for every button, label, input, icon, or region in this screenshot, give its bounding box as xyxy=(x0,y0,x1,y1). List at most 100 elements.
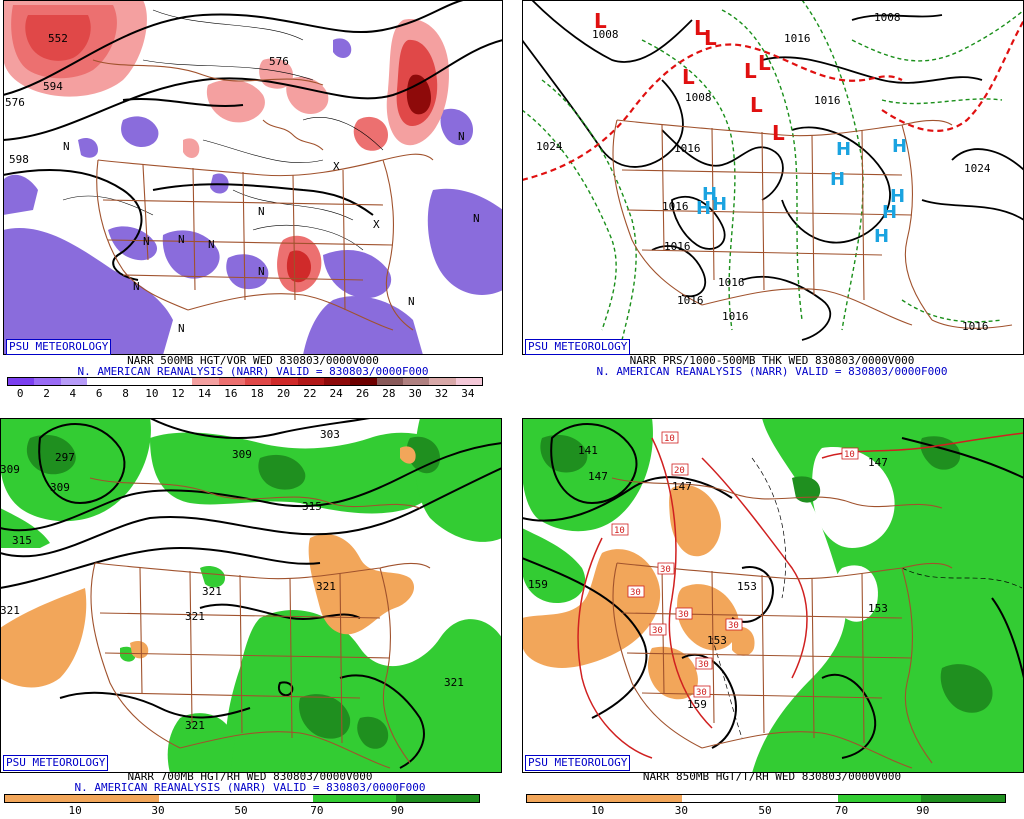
map-frame xyxy=(522,0,1024,355)
chart-subcaption: N. AMERICAN REANALYSIS (NARR) VALID = 83… xyxy=(74,781,426,794)
political-borders xyxy=(92,59,434,331)
svg-text:N: N xyxy=(408,295,415,308)
scale-label: 0 xyxy=(16,387,24,400)
scale-label: 4 xyxy=(69,387,77,400)
scale-swatch xyxy=(271,378,298,385)
scale-label: 50 xyxy=(758,804,772,817)
scale-label: 90 xyxy=(390,804,405,817)
scale-swatch xyxy=(165,378,193,385)
scale-label: 70 xyxy=(310,804,324,817)
scale-swatch xyxy=(218,378,245,385)
scale-swatch xyxy=(323,378,351,385)
isobars xyxy=(522,0,1024,341)
height-label: 321 xyxy=(185,719,205,732)
height-label: 153 xyxy=(737,580,757,593)
scale-swatch xyxy=(139,378,166,385)
map-pressure-thickness: L L L L L L L L H H H H H H H H H 1008 1… xyxy=(522,0,1024,355)
scale-label: 10 xyxy=(591,804,605,817)
scale-swatch xyxy=(8,378,35,385)
scale-label: 70 xyxy=(834,804,849,817)
rh-color-scale xyxy=(4,794,480,803)
height-labels: 309 297 309 303 309 315 315 321 321 321 … xyxy=(0,428,464,732)
svg-text:N: N xyxy=(208,238,215,251)
scale-label: 20 xyxy=(276,387,291,400)
low-symbol: L xyxy=(682,65,695,89)
height-label: 576 xyxy=(269,55,289,68)
low-symbol: L xyxy=(750,93,763,117)
isobar-label: 1016 xyxy=(814,94,841,107)
chart-caption: NARR 500MB HGT/VOR WED 830803/0000V000 xyxy=(127,354,379,367)
scale-label: 34 xyxy=(461,387,475,400)
scale-swatch xyxy=(455,378,482,385)
height-label: 153 xyxy=(707,634,727,647)
isobar-label: 1008 xyxy=(592,28,619,41)
isobar-label: 1008 xyxy=(874,11,901,24)
positive-vorticity-areas xyxy=(3,0,449,293)
scale-label: 16 xyxy=(224,387,238,400)
height-labels: 141 147 147 147 153 153 153 159 159 xyxy=(528,444,888,711)
temp-label-box: 30 xyxy=(695,657,713,670)
svg-text:N: N xyxy=(178,322,185,335)
psu-meteorology-badge: PSU METEOROLOGY xyxy=(525,339,631,355)
isobar-label: 1016 xyxy=(722,310,749,323)
chart-caption: NARR 850MB HGT/T/RH WED 830803/0000V000 xyxy=(642,770,902,783)
high-symbol: H xyxy=(890,186,905,207)
scale-swatch xyxy=(159,795,314,802)
vorticity-extrema-markers: N N N N N N N N N N X X N xyxy=(63,130,480,335)
dry-areas xyxy=(0,446,416,688)
isobar-label: 1016 xyxy=(677,294,704,307)
map-700mb: 309 297 309 303 309 315 315 321 321 321 … xyxy=(0,418,502,773)
map-frame xyxy=(0,418,502,773)
high-symbol: H xyxy=(892,136,907,157)
height-label: 321 xyxy=(444,676,464,689)
high-symbol: H xyxy=(882,202,897,223)
chart-subcaption: N. AMERICAN REANALYSIS (NARR) VALID = 83… xyxy=(77,365,429,378)
panel-pressure-thickness: L L L L L L L L H H H H H H H H H 1008 1… xyxy=(522,0,1024,400)
svg-text:N: N xyxy=(473,212,480,225)
height-label: 159 xyxy=(528,578,548,591)
svg-text:30: 30 xyxy=(678,610,689,620)
scale-label: 24 xyxy=(329,387,343,400)
temp-label-box: 10 xyxy=(841,447,859,460)
svg-text:10: 10 xyxy=(614,526,625,536)
scale-swatch xyxy=(527,795,683,802)
psu-meteorology-badge: PSU METEOROLOGY xyxy=(3,755,109,771)
scale-label: 90 xyxy=(916,804,930,817)
low-symbol: L xyxy=(594,9,607,33)
scale-label: 26 xyxy=(355,387,370,400)
high-pressure-symbols: H H H H H H H H H xyxy=(696,136,907,247)
scale-label: 50 xyxy=(234,804,248,817)
political-borders xyxy=(89,477,431,769)
dry-interior xyxy=(812,447,895,622)
scale-swatch xyxy=(60,378,87,385)
svg-text:30: 30 xyxy=(728,621,739,631)
svg-text:30: 30 xyxy=(698,660,709,670)
height-label: 147 xyxy=(588,470,608,483)
height-label: 147 xyxy=(672,480,692,493)
scale-swatch xyxy=(396,795,479,802)
scale-swatch xyxy=(34,378,61,385)
svg-text:20: 20 xyxy=(674,466,685,476)
height-contours xyxy=(522,423,1024,759)
svg-text:30: 30 xyxy=(630,588,641,598)
svg-text:X: X xyxy=(333,160,340,173)
high-symbol: H xyxy=(702,184,717,205)
svg-text:N: N xyxy=(63,140,70,153)
scale-swatch xyxy=(244,378,272,385)
very-moist-areas xyxy=(26,434,440,749)
psu-meteorology-badge: PSU METEOROLOGY xyxy=(6,339,112,355)
isobar-labels: 1008 1008 1008 1016 1016 1016 1016 1024 … xyxy=(536,11,991,333)
scale-swatch xyxy=(376,378,403,385)
height-label: 309 xyxy=(50,481,70,494)
scale-swatch xyxy=(682,795,838,802)
high-symbol: H xyxy=(874,226,889,247)
isobar-label: 1016 xyxy=(664,240,691,253)
scale-swatch xyxy=(429,378,456,385)
scale-label: 18 xyxy=(250,387,264,400)
scale-label: 30 xyxy=(151,804,165,817)
temp-label-box: 30 xyxy=(657,562,675,575)
temp-label-box: 20 xyxy=(671,463,689,476)
temp-label-box: 30 xyxy=(675,607,693,620)
high-symbol: H xyxy=(836,139,851,160)
low-symbol: L xyxy=(694,16,707,40)
